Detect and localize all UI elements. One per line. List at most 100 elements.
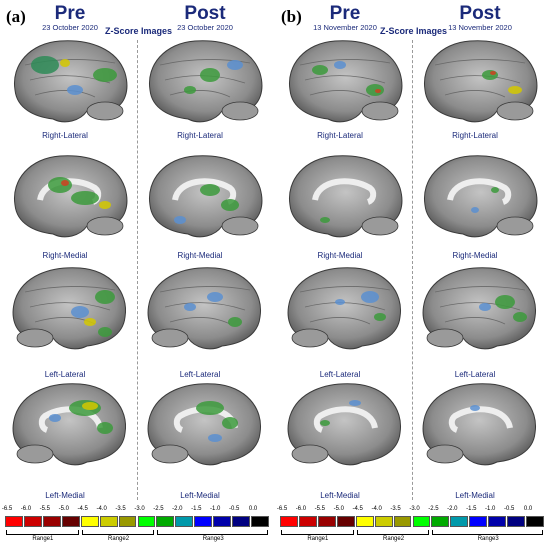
brain-surface	[423, 155, 538, 238]
view-label-left-lateral: Left-Lateral	[319, 370, 361, 379]
view-label-left-medial: Left-Medial	[180, 491, 220, 500]
sulcus	[169, 317, 231, 325]
pre-column-header: Pre 13 November 2020	[285, 4, 405, 32]
activation-blob	[222, 417, 238, 429]
activation-blob	[174, 216, 186, 224]
colorbar-swatch	[526, 516, 544, 527]
panel-a: (a) Pre 23 October 2020 Post 23 October …	[1, 4, 269, 542]
colorbar-swatch	[298, 516, 317, 527]
colorbar-swatch	[118, 516, 137, 527]
range-label: Range2	[383, 536, 405, 542]
colorbar-swatch	[194, 516, 213, 527]
range-label: Range3	[477, 536, 499, 542]
colorbar-swatch	[469, 516, 488, 527]
brain-post-right-medial	[423, 155, 538, 238]
zscore-title: Z-Score Images	[105, 26, 173, 36]
pre-date: 23 October 2020	[42, 23, 98, 32]
brain-post-right-lateral	[423, 40, 538, 123]
colorbar-swatch	[450, 516, 469, 527]
activation-blob	[31, 56, 59, 74]
sulcus	[434, 59, 526, 66]
colorbar-tick-label: -4.5	[77, 506, 88, 512]
colorbar-tick-label: -1.0	[485, 506, 496, 512]
brain-post-right-medial	[148, 155, 263, 238]
colorbar-swatch	[23, 516, 42, 527]
post-column-header: Post 23 October 2020	[145, 4, 265, 32]
brain-surface	[422, 267, 537, 350]
activation-blob	[334, 61, 346, 69]
cerebellum	[151, 328, 189, 348]
view-label-right-lateral: Right-Lateral	[177, 131, 223, 140]
colorbar-swatch	[99, 516, 118, 527]
colorbar-tick-label: -1.5	[466, 506, 477, 512]
cerebellum	[86, 216, 124, 236]
view-label-right-medial: Right-Medial	[452, 251, 498, 260]
brain-pre-left-medial	[287, 383, 402, 466]
cerebellum	[291, 444, 329, 464]
corpus-callosum	[173, 406, 238, 433]
corpus-callosum	[312, 178, 377, 205]
brain-post-right-lateral	[148, 40, 263, 123]
brain-pre-right-medial	[288, 155, 403, 238]
column-divider	[412, 40, 413, 500]
activation-blob	[82, 402, 98, 410]
colorbar-swatch	[412, 516, 431, 527]
view-label-right-medial: Right-Medial	[177, 251, 223, 260]
brain-pre-right-lateral	[13, 40, 128, 123]
brain-pre-right-medial	[13, 155, 128, 238]
activation-blob	[196, 401, 224, 415]
sulcus	[434, 286, 526, 293]
cerebellum	[86, 101, 124, 121]
colorbar-swatch	[431, 516, 450, 527]
view-label-left-lateral: Left-Lateral	[179, 370, 221, 379]
colorbar-tick-label: -3.0	[409, 506, 420, 512]
colorbar-swatch	[507, 516, 526, 527]
view-label-right-lateral: Right-Lateral	[42, 131, 88, 140]
brain-surface	[12, 267, 127, 350]
brain-pre-left-lateral	[287, 267, 402, 350]
activation-blob	[320, 420, 330, 426]
colorbar-tick-label: -6.5	[1, 506, 13, 512]
colorbar-swatch	[251, 516, 269, 527]
sulcus	[299, 286, 391, 293]
view-label-left-medial: Left-Medial	[455, 491, 495, 500]
sulcus	[304, 75, 386, 84]
sulcus	[439, 75, 521, 84]
colorbar-swatch	[42, 516, 61, 527]
view-label-right-medial: Right-Medial	[42, 251, 88, 260]
activation-blob	[471, 207, 479, 213]
colorbar-tick-label: 0.0	[523, 506, 533, 512]
cerebellum	[16, 444, 54, 464]
sulcus	[299, 59, 391, 66]
cerebellum	[426, 444, 464, 464]
colorbar-tick-label: -2.5	[153, 506, 164, 512]
colorbar-swatch	[336, 516, 355, 527]
brain-pre-left-medial	[12, 383, 127, 466]
activation-blob	[61, 180, 69, 186]
colorbar-tick-label: -5.5	[314, 506, 326, 512]
activation-blob	[208, 434, 222, 442]
sulcus	[159, 286, 251, 293]
view-label-left-medial: Left-Medial	[45, 491, 85, 500]
colorbar-tick-label: -0.5	[228, 506, 240, 512]
activation-blob	[228, 317, 242, 327]
activation-blob	[95, 290, 115, 304]
activation-blob	[513, 312, 527, 322]
activation-blob	[71, 306, 89, 318]
sulcus	[444, 317, 506, 325]
sulcus	[439, 302, 521, 311]
activation-blob	[479, 303, 491, 311]
colorbar-swatch	[61, 516, 80, 527]
activation-blob	[67, 85, 83, 95]
colorbar-swatch	[213, 516, 232, 527]
panel-letter: (b)	[281, 7, 302, 26]
activation-blob	[312, 65, 328, 75]
activation-blob	[482, 70, 498, 80]
brain-surface	[147, 267, 262, 350]
range-bracket	[157, 530, 268, 535]
corpus-callosum	[172, 178, 237, 205]
range-bracket	[356, 530, 430, 535]
colorbar-swatch	[355, 516, 374, 527]
activation-blob	[508, 86, 522, 94]
colorbar-swatch	[175, 516, 194, 527]
